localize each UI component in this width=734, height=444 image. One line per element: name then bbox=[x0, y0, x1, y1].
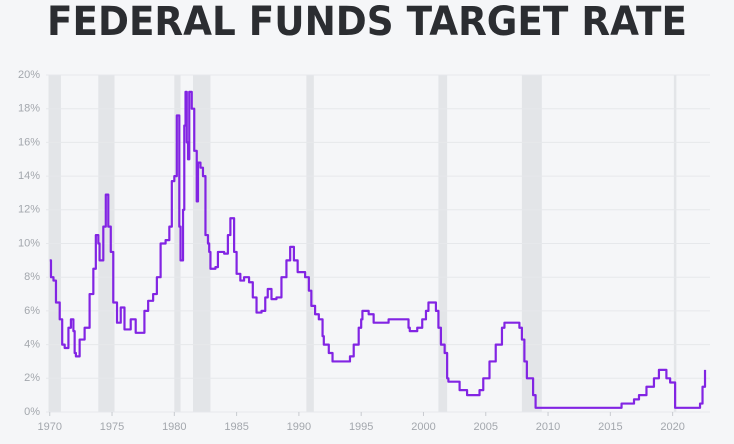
x-tick-label: 1985 bbox=[224, 421, 248, 433]
x-tick-label: 1970 bbox=[37, 421, 61, 433]
x-tick-label: 2020 bbox=[660, 421, 684, 433]
x-tick-label: 2015 bbox=[598, 421, 622, 433]
x-tick-label: 2010 bbox=[536, 421, 560, 433]
y-tick-label: 6% bbox=[24, 305, 40, 317]
x-tick-label: 1990 bbox=[287, 421, 311, 433]
y-tick-label: 4% bbox=[24, 339, 40, 351]
y-tick-label: 14% bbox=[18, 170, 40, 182]
x-tick-label: 1980 bbox=[162, 421, 186, 433]
y-tick-label: 20% bbox=[18, 69, 40, 81]
y-tick-label: 16% bbox=[18, 136, 40, 148]
x-tick-label: 2005 bbox=[474, 421, 498, 433]
rate-line bbox=[49, 90, 707, 409]
y-tick-label: 18% bbox=[18, 103, 40, 115]
y-tick-label: 8% bbox=[24, 271, 40, 283]
chart-title: FEDERAL FUNDS TARGET RATE bbox=[47, 0, 687, 45]
x-tick-label: 1975 bbox=[100, 421, 124, 433]
y-tick-label: 0% bbox=[24, 406, 40, 418]
y-tick-label: 10% bbox=[18, 237, 40, 249]
x-tick-label: 1995 bbox=[349, 421, 373, 433]
y-tick-label: 2% bbox=[24, 372, 40, 384]
y-tick-label: 12% bbox=[18, 204, 40, 216]
x-tick-label: 2000 bbox=[411, 421, 435, 433]
